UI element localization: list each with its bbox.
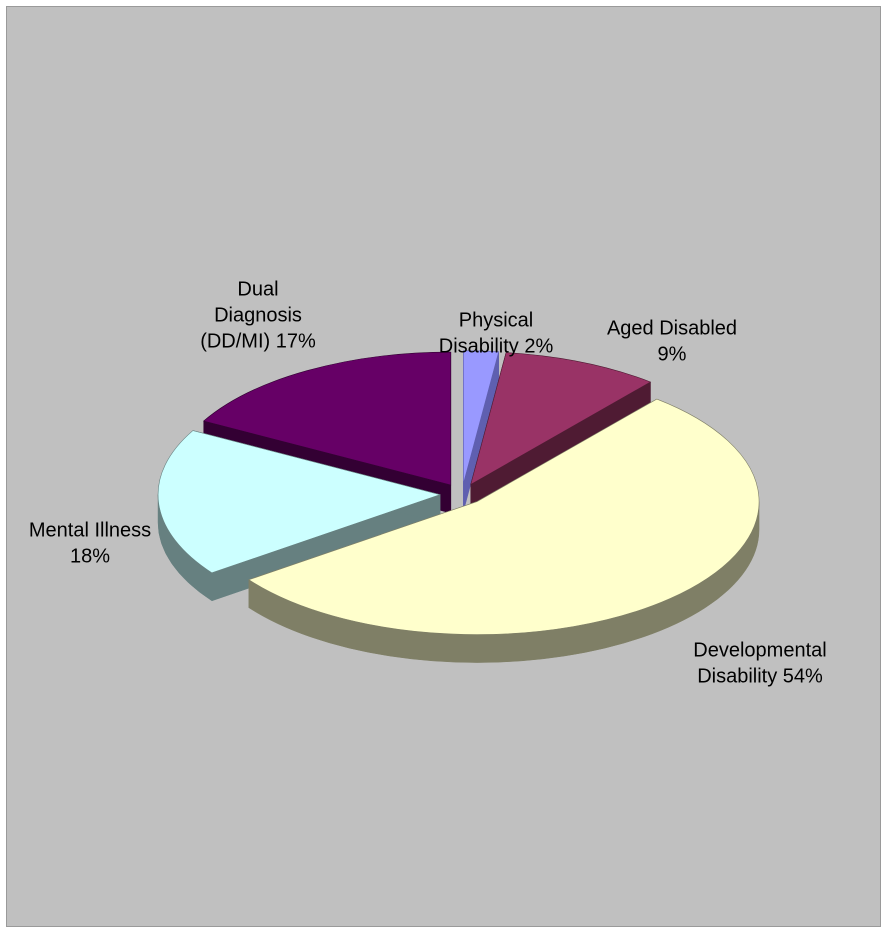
data-label-dual-diagnosis-dd-mi-line-3: (DD/MI) 17% — [200, 330, 316, 352]
pie-slice-physical-disability — [463, 350, 500, 484]
data-label-aged-disabled-line-1: Aged Disabled — [607, 317, 737, 339]
data-label-dual-diagnosis-dd-mi-line-2: Diagnosis — [214, 304, 302, 326]
pie-slice-developmental-disability — [248, 398, 760, 635]
data-label-mental-illness-line-1: Mental Illness — [29, 519, 151, 541]
data-label-dual-diagnosis-dd-mi-line-1: Dual — [237, 278, 278, 300]
data-label-aged-disabled-line-2: 9% — [658, 343, 687, 365]
pie-slice-dual-diagnosis-dd-mi — [203, 351, 452, 486]
pie-labels: Physical Disability 2% Aged Disabled 9% Deve… — [29, 278, 827, 687]
data-label-physical-disability-line-1: Physical — [459, 309, 533, 331]
data-label-developmental-disability-line-2: Disability 54% — [697, 665, 823, 687]
pie-tops — [157, 350, 760, 635]
data-label-physical-disability-line-2: Disability 2% — [439, 335, 554, 357]
data-label-developmental-disability-line-1: Developmental — [693, 639, 826, 661]
pie-slice-aged-disabled — [470, 352, 652, 486]
data-label-mental-illness-line-2: 18% — [70, 545, 110, 567]
pie-slice-mental-illness — [157, 430, 442, 574]
